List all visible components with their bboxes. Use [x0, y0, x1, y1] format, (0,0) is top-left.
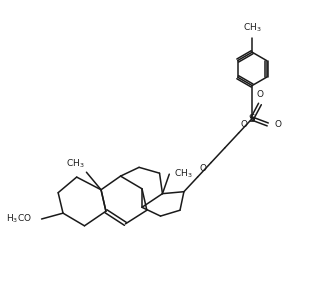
Text: H$_3$CO: H$_3$CO [6, 213, 32, 225]
Text: O: O [199, 164, 207, 173]
Text: S: S [249, 113, 255, 124]
Text: CH$_3$: CH$_3$ [66, 158, 85, 170]
Text: O: O [275, 120, 282, 129]
Text: CH$_3$: CH$_3$ [243, 22, 261, 35]
Text: O: O [256, 90, 264, 99]
Text: O: O [240, 120, 248, 129]
Text: CH$_3$: CH$_3$ [174, 168, 193, 180]
